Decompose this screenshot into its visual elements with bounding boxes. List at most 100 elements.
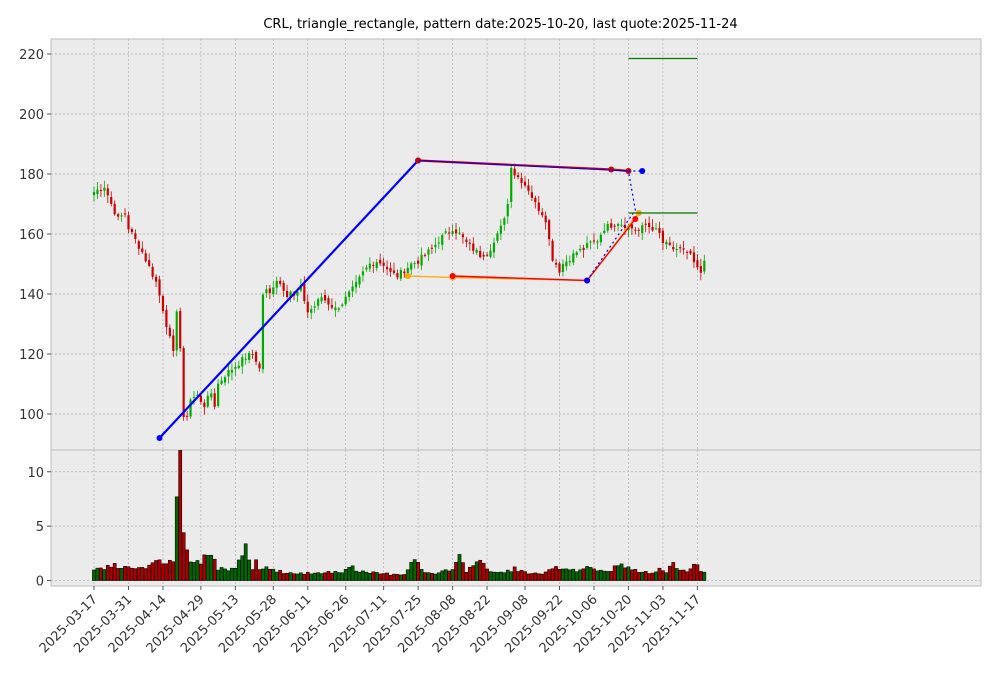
candle-body xyxy=(227,370,230,377)
volume-bar xyxy=(226,570,231,581)
candle-body xyxy=(520,178,523,183)
volume-bar xyxy=(316,572,320,581)
candle-body xyxy=(561,264,565,273)
candle-body xyxy=(599,234,602,243)
volume-bar xyxy=(347,567,352,581)
volume-bar xyxy=(333,571,338,581)
candle-body xyxy=(482,255,485,257)
candle-body xyxy=(120,215,123,217)
candle-body xyxy=(223,377,227,383)
candle-body xyxy=(96,189,99,195)
candle-body xyxy=(334,307,337,311)
volume-bar xyxy=(281,573,286,581)
volume-bar xyxy=(381,573,386,581)
volume-bar xyxy=(99,567,103,581)
volume-tick-label: 0 xyxy=(36,575,44,590)
candle-body xyxy=(527,185,530,191)
volume-bar xyxy=(92,569,96,581)
lower-support-red-marker xyxy=(632,216,639,222)
candle-body xyxy=(199,395,202,402)
volume-bar xyxy=(288,572,293,581)
candle-body xyxy=(444,231,447,233)
volume-bar xyxy=(243,543,248,581)
candle-body xyxy=(310,309,313,313)
candle-body xyxy=(127,215,130,230)
candle-body xyxy=(492,242,496,253)
candle-body xyxy=(685,251,689,253)
candle-body xyxy=(210,393,213,398)
candle-body xyxy=(472,243,475,251)
volume-bar xyxy=(674,568,679,581)
volume-bar xyxy=(485,568,489,581)
candle-body xyxy=(644,223,647,225)
volume-bar xyxy=(436,572,441,581)
candle-body xyxy=(565,261,568,267)
volume-bar xyxy=(250,569,255,581)
candle-body xyxy=(379,259,382,264)
volume-bar xyxy=(388,574,393,581)
volume-bar xyxy=(188,561,193,581)
volume-bar xyxy=(367,573,372,581)
candle-body xyxy=(265,289,268,294)
volume-bar xyxy=(340,572,345,581)
volume-bar xyxy=(371,571,376,581)
volume-bar xyxy=(619,563,624,581)
candle-body xyxy=(637,229,640,231)
volume-bar xyxy=(292,573,296,581)
lower-support-orange-marker xyxy=(404,273,411,279)
candle-body xyxy=(348,291,351,297)
volume-bar xyxy=(295,573,300,581)
volume-bar xyxy=(302,573,307,581)
candle-body xyxy=(172,335,175,351)
candle-body xyxy=(272,287,275,295)
candle-body xyxy=(458,232,461,234)
volume-bar xyxy=(326,571,331,581)
volume-bar xyxy=(133,568,138,581)
volume-bar xyxy=(378,573,383,581)
volume-bar xyxy=(499,571,503,581)
volume-bar xyxy=(464,572,469,581)
candle-body xyxy=(610,223,613,228)
candle-body xyxy=(696,260,699,268)
volume-bar xyxy=(661,570,665,581)
candle-body xyxy=(665,241,668,245)
candle-body xyxy=(634,229,637,231)
price-tick-label: 160 xyxy=(19,228,44,243)
price-tick-label: 180 xyxy=(19,168,44,183)
volume-bar xyxy=(616,565,620,581)
candle-body xyxy=(230,369,234,373)
volume-bar xyxy=(574,571,579,581)
volume-bar xyxy=(702,571,707,581)
volume-tick-label: 10 xyxy=(27,466,44,481)
candle-body xyxy=(234,366,237,369)
volume-bar xyxy=(168,559,172,581)
volume-bar xyxy=(323,572,327,581)
volume-bar xyxy=(178,450,183,581)
volume-bar xyxy=(599,569,603,581)
volume-tick-label: 5 xyxy=(36,520,44,535)
volume-bar xyxy=(567,569,572,581)
volume-bar xyxy=(330,572,334,581)
volume-bar xyxy=(192,562,196,581)
volume-bar xyxy=(230,567,234,581)
volume-bar xyxy=(385,572,389,581)
candle-body xyxy=(151,266,154,277)
candle-body xyxy=(213,393,216,407)
candle-body xyxy=(582,247,585,251)
volume-bar xyxy=(143,568,148,581)
leg-low-to-high xyxy=(158,159,419,439)
candle-body xyxy=(613,225,616,227)
candle-body xyxy=(579,248,582,251)
candle-body xyxy=(506,204,509,217)
candle-body xyxy=(513,168,516,176)
volume-bar xyxy=(543,571,548,581)
candle-body xyxy=(658,227,661,233)
candle-body xyxy=(354,282,358,288)
volume-bar xyxy=(454,562,458,581)
candle-body xyxy=(641,225,644,234)
volume-bar xyxy=(202,554,207,581)
candle-body xyxy=(251,354,254,356)
candle-body xyxy=(537,202,540,211)
candle-body xyxy=(165,310,168,327)
candle-body xyxy=(203,402,206,408)
